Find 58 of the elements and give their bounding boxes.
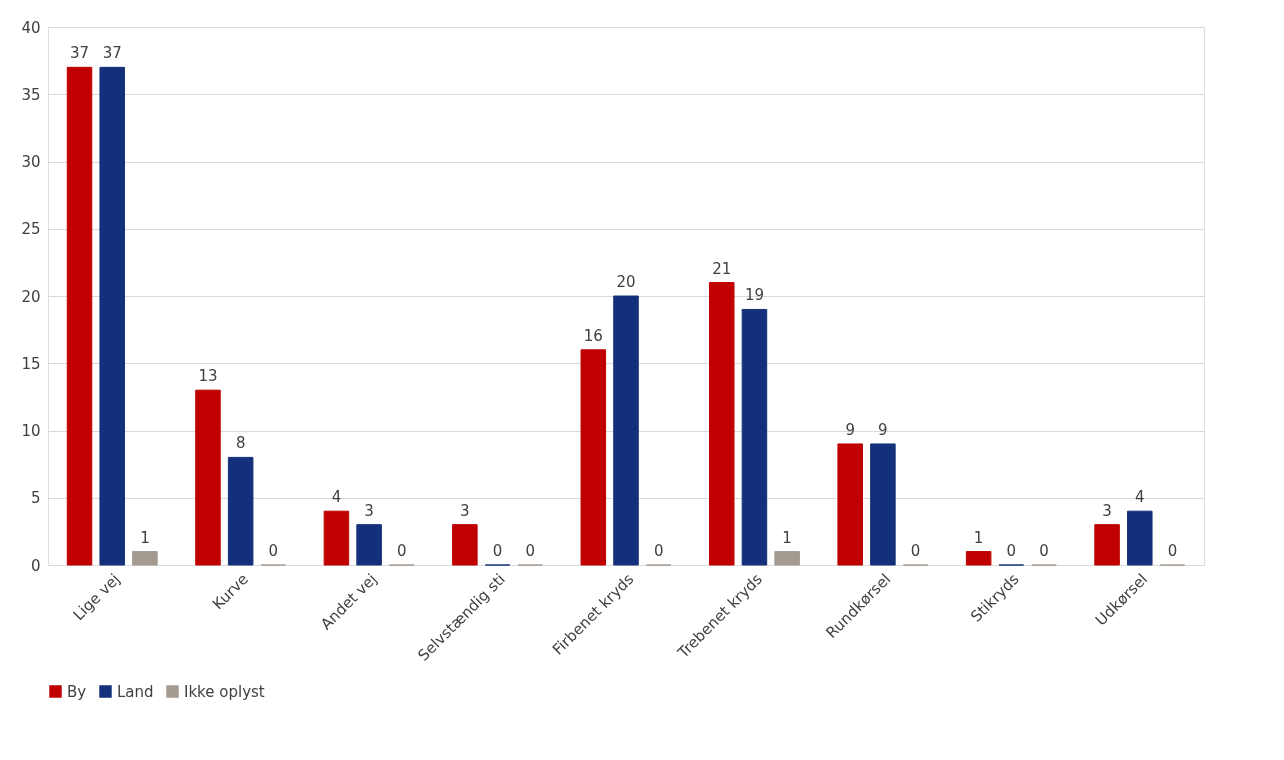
bar — [580, 349, 607, 566]
data-label: 0 — [492, 542, 503, 560]
bar — [1127, 510, 1153, 566]
bar — [870, 443, 896, 566]
bar — [708, 282, 735, 566]
data-label: 0 — [1039, 542, 1049, 560]
y-tick-label: 25 — [21, 220, 41, 239]
data-label: 37 — [102, 44, 122, 63]
y-tick-label: 0 — [30, 556, 41, 575]
data-label: 0 — [1006, 542, 1017, 560]
data-label: 13 — [198, 367, 218, 386]
bar — [356, 524, 382, 566]
y-tick-label: 10 — [21, 422, 41, 440]
bar — [613, 295, 639, 566]
y-tick-label: 15 — [21, 354, 41, 373]
bar — [66, 66, 93, 566]
data-label: 20 — [616, 273, 636, 291]
legend-label: Land — [117, 682, 154, 701]
data-label: 9 — [878, 420, 888, 439]
y-tick-label: 40 — [21, 18, 41, 37]
data-label: 0 — [910, 542, 921, 560]
y-tick-label: 35 — [21, 85, 41, 104]
data-label: 4 — [331, 488, 342, 507]
bar — [99, 66, 125, 566]
bar — [227, 456, 254, 566]
y-tick-label: 20 — [21, 287, 41, 306]
bar — [1094, 524, 1120, 566]
bar — [774, 551, 800, 566]
data-label: 16 — [583, 326, 603, 345]
data-label: 1 — [140, 528, 150, 547]
y-tick-label: 5 — [30, 489, 41, 508]
data-label: 9 — [845, 420, 855, 439]
legend-label: Ikke oplyst — [184, 682, 265, 701]
x-tick-label: Lige vej — [69, 570, 124, 625]
data-label: 0 — [653, 542, 664, 560]
data-label: 21 — [712, 259, 732, 278]
data-label: 37 — [69, 44, 90, 63]
legend-label: By — [67, 682, 87, 701]
data-label: 0 — [1167, 542, 1178, 560]
bar — [452, 524, 478, 566]
data-label: 0 — [525, 542, 536, 560]
data-label: 3 — [460, 501, 470, 520]
data-label: 3 — [364, 501, 374, 520]
bar — [741, 308, 768, 566]
data-label: 19 — [744, 286, 764, 305]
y-tick-label: 30 — [21, 153, 41, 171]
data-label: 1 — [782, 528, 792, 547]
data-label: 4 — [1135, 488, 1145, 507]
data-label: 0 — [268, 542, 279, 560]
bar — [965, 551, 992, 566]
bar — [323, 510, 350, 566]
bar — [837, 443, 863, 566]
data-label: 0 — [397, 542, 407, 560]
data-label: 3 — [1102, 501, 1112, 520]
data-label: 8 — [235, 434, 246, 453]
bar — [132, 551, 158, 566]
data-label: 1 — [973, 528, 984, 547]
bar — [195, 389, 221, 566]
